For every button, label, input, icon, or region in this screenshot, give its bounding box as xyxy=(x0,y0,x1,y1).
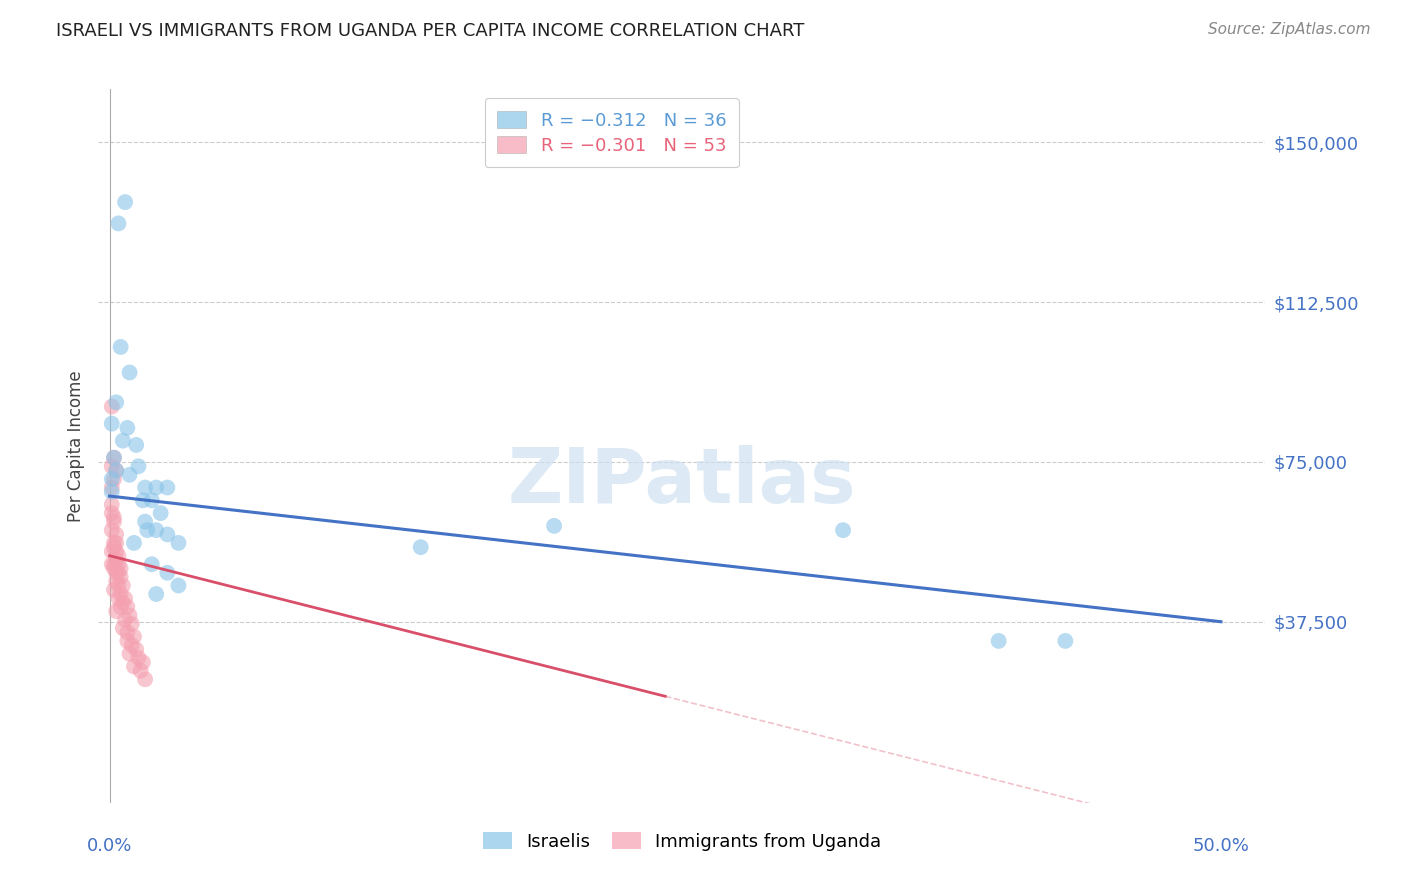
Point xyxy=(100,459,122,474)
Point xyxy=(107,216,129,230)
Point xyxy=(103,510,125,524)
Point xyxy=(103,515,125,529)
Point xyxy=(145,481,167,495)
Point xyxy=(105,604,128,618)
Point xyxy=(100,472,122,486)
Point xyxy=(105,463,128,477)
Point xyxy=(103,540,125,554)
Point xyxy=(127,651,149,665)
Point xyxy=(114,591,136,606)
Point xyxy=(105,566,128,580)
Point xyxy=(156,527,179,541)
Point xyxy=(100,558,122,572)
Text: Source: ZipAtlas.com: Source: ZipAtlas.com xyxy=(1208,22,1371,37)
Point xyxy=(111,621,134,635)
Point xyxy=(100,484,122,499)
Point xyxy=(132,493,155,508)
Point xyxy=(100,498,122,512)
Point xyxy=(117,625,139,640)
Text: ZIPatlas: ZIPatlas xyxy=(508,445,856,518)
Point xyxy=(103,558,125,572)
Point xyxy=(105,574,128,589)
Point xyxy=(103,561,125,575)
Point xyxy=(117,599,139,614)
Point xyxy=(110,587,132,601)
Point xyxy=(111,596,134,610)
Point xyxy=(134,481,156,495)
Point xyxy=(107,578,129,592)
Point xyxy=(543,519,565,533)
Text: 0.0%: 0.0% xyxy=(87,837,132,855)
Point xyxy=(149,506,172,520)
Point xyxy=(100,481,122,495)
Point xyxy=(100,417,122,431)
Point xyxy=(987,634,1010,648)
Point xyxy=(117,421,139,435)
Point xyxy=(107,558,129,572)
Point xyxy=(110,570,132,584)
Text: ISRAELI VS IMMIGRANTS FROM UGANDA PER CAPITA INCOME CORRELATION CHART: ISRAELI VS IMMIGRANTS FROM UGANDA PER CA… xyxy=(56,22,804,40)
Point xyxy=(107,566,129,580)
Point xyxy=(832,523,855,537)
Point xyxy=(103,582,125,597)
Y-axis label: Per Capita Income: Per Capita Income xyxy=(66,370,84,522)
Point xyxy=(409,540,432,554)
Point xyxy=(118,647,141,661)
Point xyxy=(103,450,125,465)
Point xyxy=(127,459,149,474)
Point xyxy=(122,659,145,673)
Point xyxy=(156,566,179,580)
Point xyxy=(118,608,141,623)
Point xyxy=(105,536,128,550)
Point xyxy=(111,434,134,448)
Point xyxy=(121,638,143,652)
Point xyxy=(141,493,163,508)
Point xyxy=(107,549,129,563)
Point xyxy=(103,472,125,486)
Point xyxy=(100,544,122,558)
Point xyxy=(134,515,156,529)
Point xyxy=(125,642,148,657)
Point xyxy=(107,591,129,606)
Point xyxy=(136,523,159,537)
Point xyxy=(145,587,167,601)
Point xyxy=(167,536,190,550)
Point xyxy=(1054,634,1077,648)
Point xyxy=(105,527,128,541)
Point xyxy=(114,195,136,210)
Point xyxy=(122,630,145,644)
Point xyxy=(125,438,148,452)
Point xyxy=(110,561,132,575)
Point xyxy=(122,536,145,550)
Point xyxy=(100,523,122,537)
Point xyxy=(118,366,141,380)
Point xyxy=(103,450,125,465)
Point xyxy=(129,664,152,678)
Point xyxy=(121,616,143,631)
Legend: Israelis, Immigrants from Uganda: Israelis, Immigrants from Uganda xyxy=(475,825,889,858)
Point xyxy=(105,395,128,409)
Point xyxy=(167,578,190,592)
Point xyxy=(100,506,122,520)
Point xyxy=(134,672,156,686)
Point xyxy=(117,634,139,648)
Point xyxy=(114,613,136,627)
Point xyxy=(118,467,141,482)
Point xyxy=(132,655,155,669)
Point xyxy=(105,544,128,558)
Point xyxy=(110,599,132,614)
Point xyxy=(156,481,179,495)
Point xyxy=(145,523,167,537)
Point xyxy=(100,400,122,414)
Point xyxy=(111,578,134,592)
Text: 50.0%: 50.0% xyxy=(1192,837,1250,855)
Point xyxy=(105,553,128,567)
Point xyxy=(103,536,125,550)
Point xyxy=(141,558,163,572)
Point xyxy=(110,340,132,354)
Point xyxy=(105,463,128,477)
